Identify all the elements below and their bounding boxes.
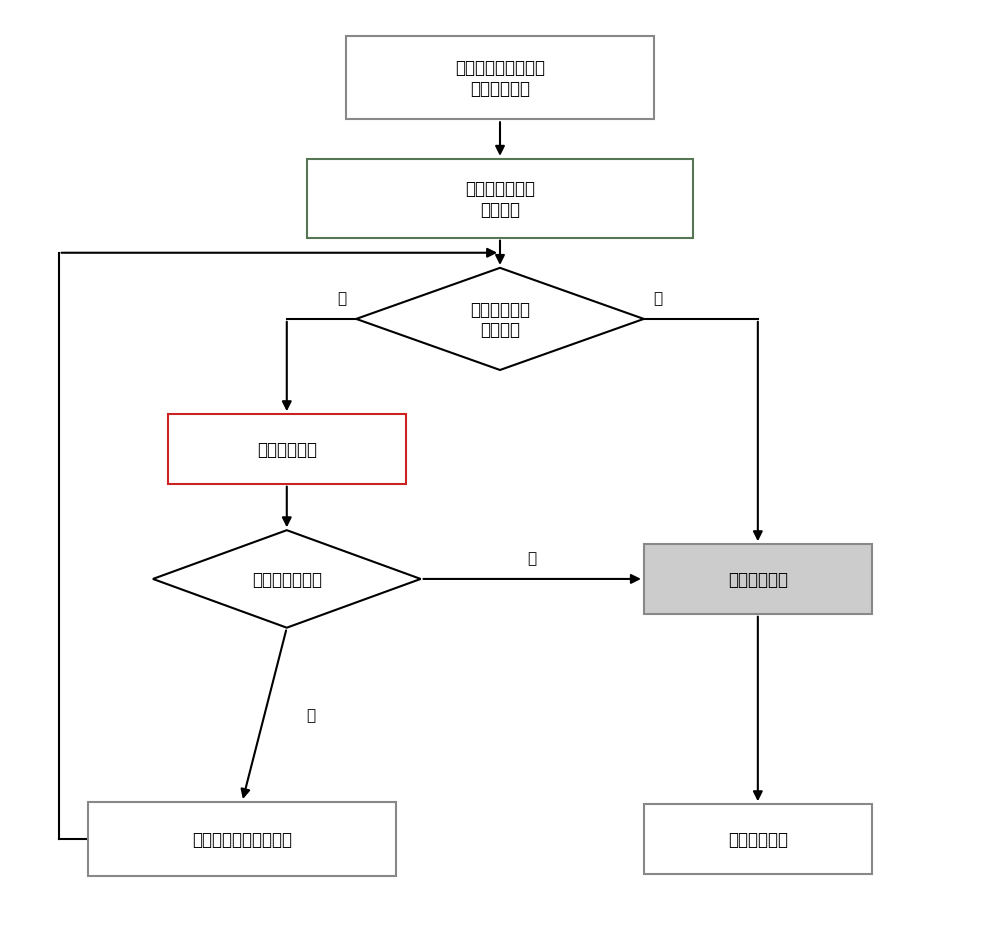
FancyBboxPatch shape — [644, 545, 872, 614]
Text: 是否有网络重构: 是否有网络重构 — [252, 570, 322, 589]
FancyBboxPatch shape — [168, 415, 406, 484]
FancyBboxPatch shape — [307, 159, 693, 239]
Text: 无功优化装置
是否投切: 无功优化装置 是否投切 — [470, 300, 530, 339]
Polygon shape — [153, 531, 421, 628]
Polygon shape — [356, 269, 644, 371]
Text: 停止优化计算: 停止优化计算 — [728, 830, 788, 848]
Text: 否: 否 — [528, 550, 537, 565]
FancyBboxPatch shape — [346, 37, 654, 120]
Text: 相关无功优化装置投切: 相关无功优化装置投切 — [192, 830, 292, 848]
FancyBboxPatch shape — [644, 804, 872, 874]
Text: 是: 是 — [307, 708, 316, 723]
Text: 相关网络重构: 相关网络重构 — [257, 441, 317, 459]
Text: 否: 否 — [654, 291, 663, 306]
Text: 全网潮流计算: 全网潮流计算 — [728, 570, 788, 589]
Text: 是: 是 — [337, 291, 346, 306]
Text: 读入网络及负荷数据
全网潮流计算: 读入网络及负荷数据 全网潮流计算 — [455, 59, 545, 97]
Text: 配电网网络重构
无功优化: 配电网网络重构 无功优化 — [465, 180, 535, 218]
FancyBboxPatch shape — [88, 802, 396, 876]
